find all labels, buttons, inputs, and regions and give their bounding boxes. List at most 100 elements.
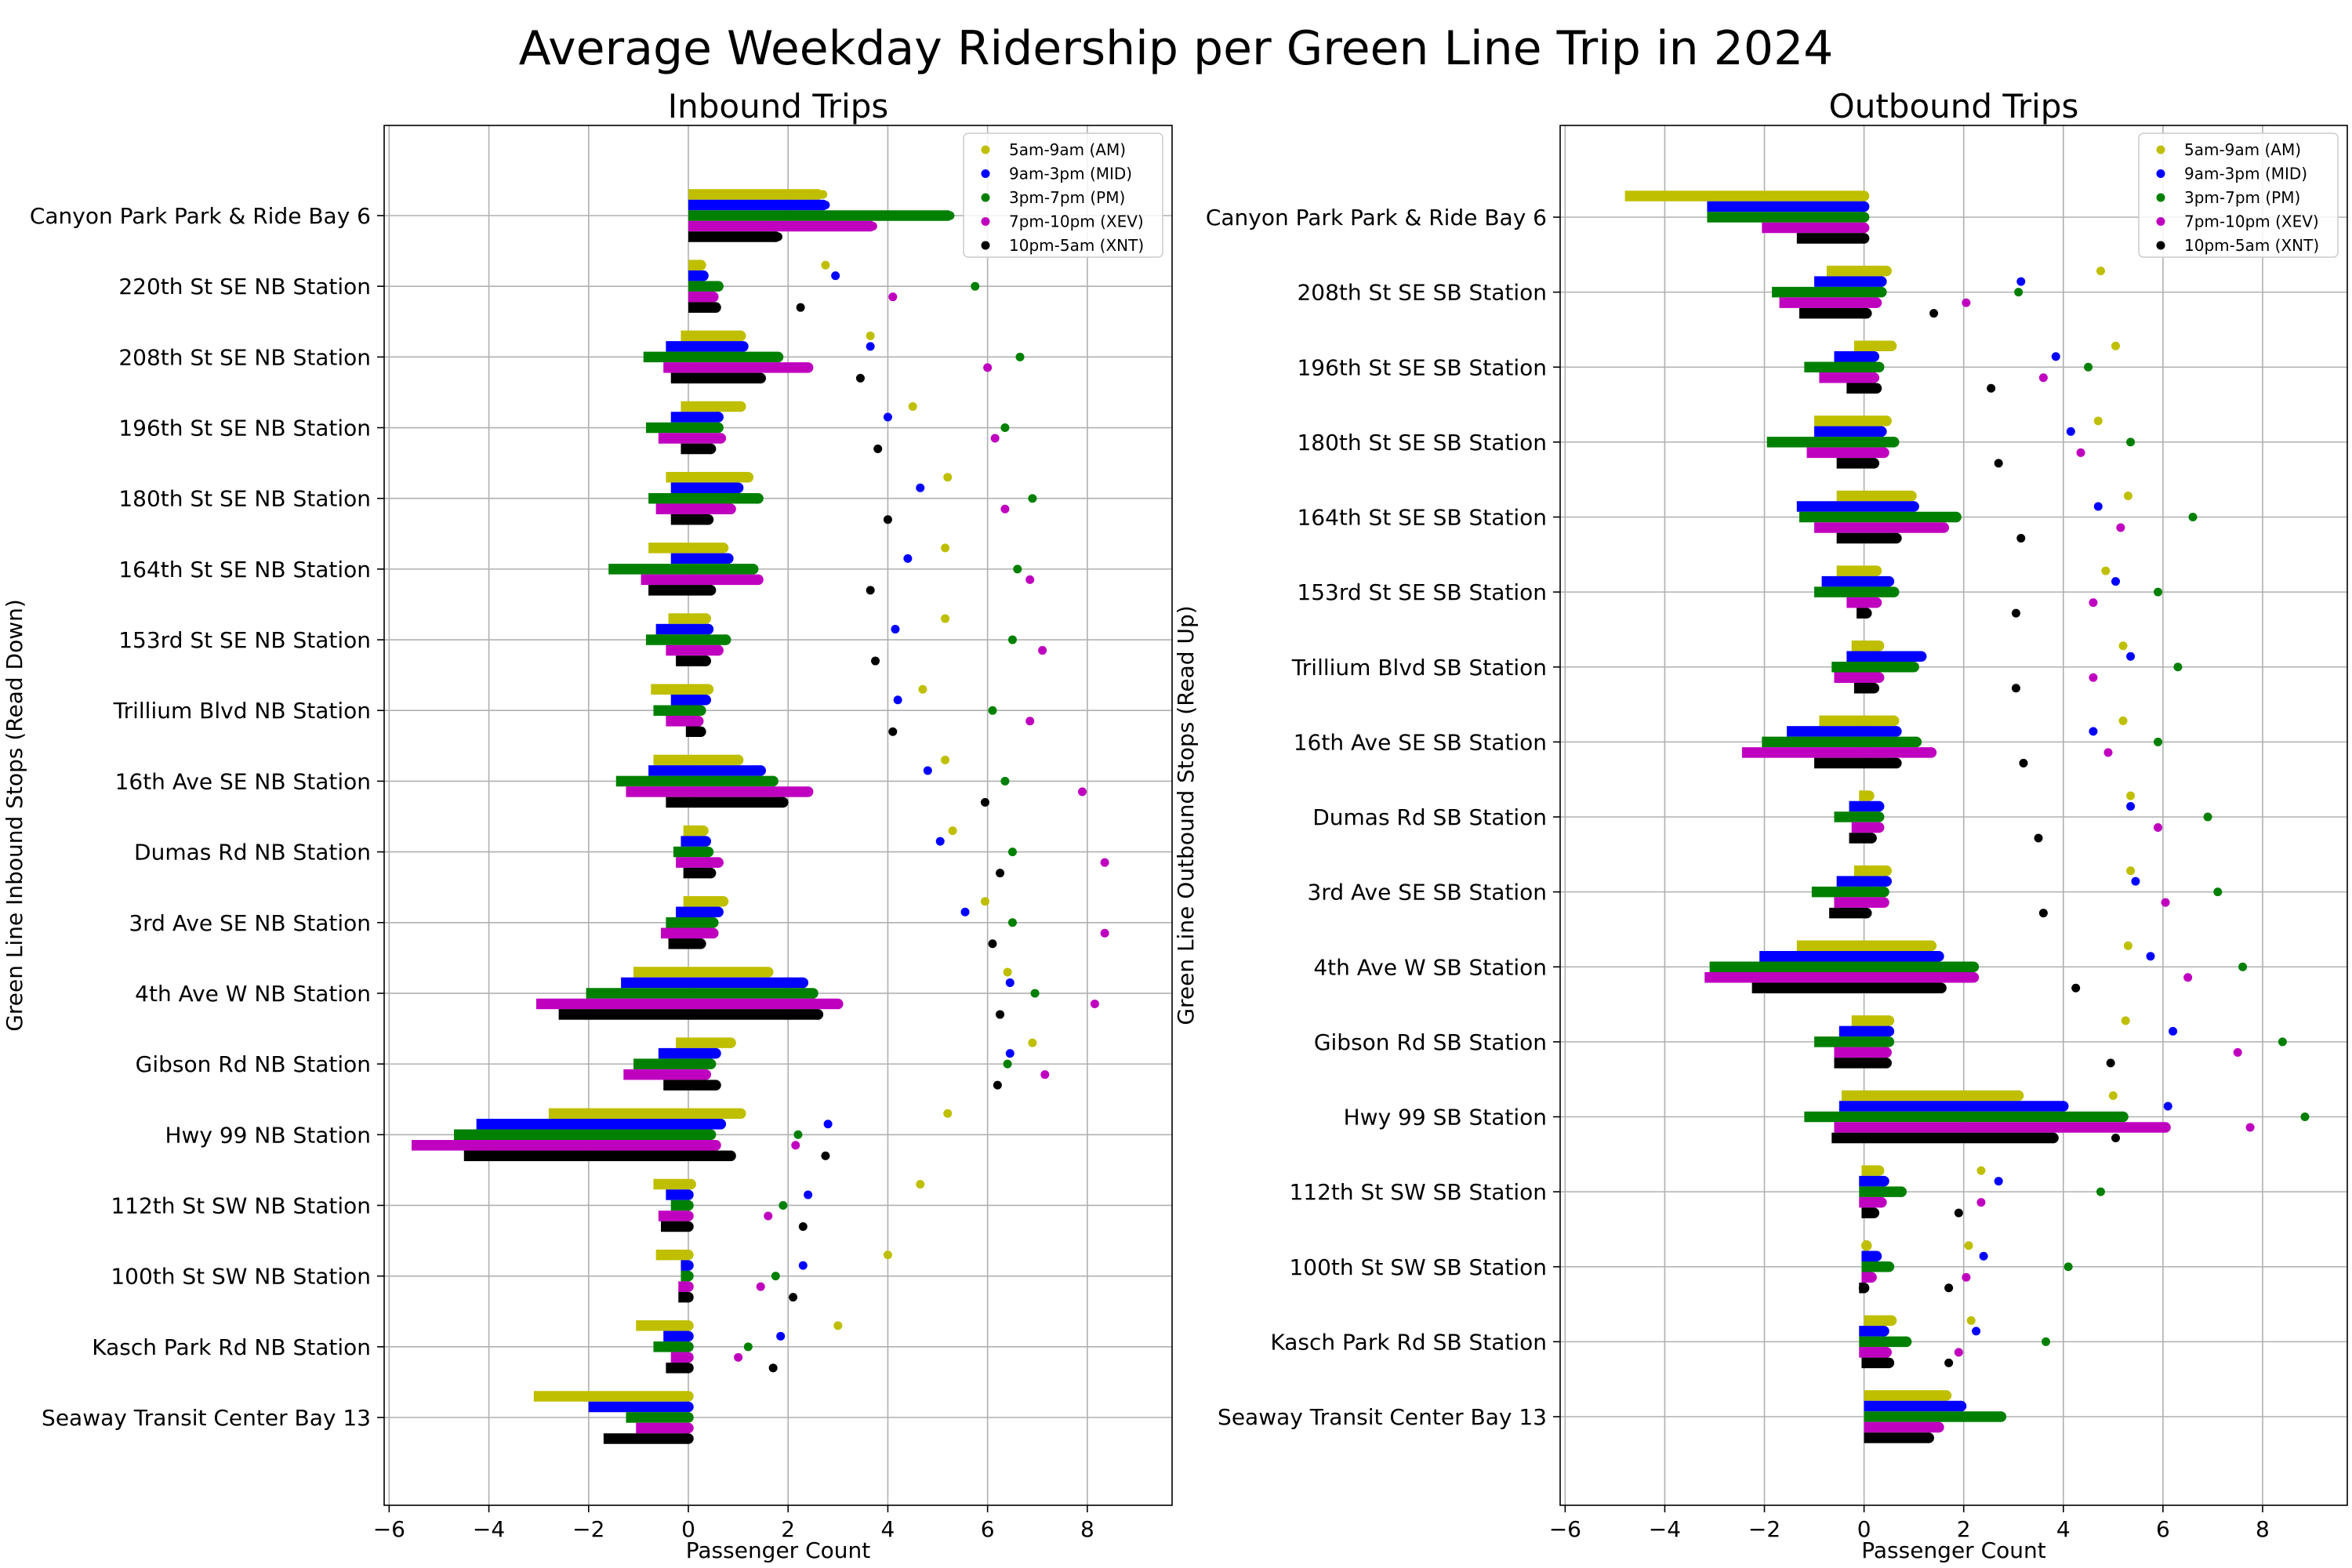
point-pm [2300, 1112, 2310, 1121]
bar-xev [658, 433, 721, 444]
bar-pm [586, 988, 814, 999]
legend-label: 10pm-5am (XNT) [1009, 236, 1144, 255]
legend-marker-pm [2156, 193, 2165, 202]
x-axis-label: Passenger Count [1861, 1537, 2046, 1563]
y-tick-label: 164th St SE NB Station [118, 557, 371, 583]
bar-end-xnt [702, 514, 714, 525]
point-pm [779, 1200, 788, 1210]
bar-end-am [1871, 565, 1882, 576]
point-am [1028, 1038, 1037, 1047]
point-pm [1013, 564, 1022, 574]
bar-mid [1838, 1101, 2063, 1112]
bar-end-xnt [725, 1150, 736, 1162]
point-pm [793, 1130, 803, 1139]
bar-end-mid [797, 977, 809, 989]
bar-xnt [558, 1009, 818, 1020]
point-xnt [871, 656, 880, 666]
legend-marker-am [981, 145, 990, 154]
bar-end-pm [768, 775, 779, 787]
bar-end-xnt [710, 302, 721, 313]
bar-end-mid [755, 765, 766, 776]
x-tick-label: 6 [981, 1516, 995, 1542]
y-tick-label: 180th St SE SB Station [1297, 430, 1547, 456]
point-mid [1005, 1049, 1014, 1058]
x-tick-label: 0 [1857, 1516, 1871, 1542]
bar-mid [666, 1189, 689, 1200]
x-tick-label: −6 [1549, 1516, 1581, 1542]
legend-marker-mid [2156, 169, 2165, 178]
point-xnt [798, 1221, 808, 1231]
y-tick-label: Hwy 99 SB Station [1344, 1105, 1547, 1131]
bar-end-xnt [778, 797, 789, 808]
point-xev [1100, 858, 1109, 867]
bar-end-mid [715, 1119, 727, 1130]
bar-mid [1759, 951, 1939, 962]
bar-end-mid [1876, 426, 1887, 437]
outbound-chart: −6 −4 −2 0 2 4 6 8 Canyon Park Park & Ride Bay 6… [1173, 87, 2348, 1563]
bar-end-xev [1878, 447, 1889, 459]
load-points [684, 190, 1109, 1443]
bar-end-mid [1878, 1326, 1889, 1337]
bar-mid [676, 906, 719, 918]
bar-end-xnt [1861, 608, 1872, 619]
y-tick-label: 220th St SE NB Station [118, 274, 371, 299]
point-xnt [2106, 1058, 2115, 1068]
point-xnt [2011, 684, 2020, 693]
point-mid [2093, 502, 2103, 511]
bar-am [648, 543, 724, 554]
legend-frame [2138, 132, 2339, 258]
y-tick-label: 196th St SE NB Station [118, 416, 371, 441]
y-axis-label: Green Line Inbound Stops (Read Down) [2, 599, 27, 1032]
point-xev [734, 1352, 743, 1362]
legend-label: 9am-3pm (MID) [1009, 165, 1132, 183]
point-xnt [684, 1434, 693, 1443]
bar-end-xev [802, 786, 814, 797]
bar-end-am [1888, 715, 1900, 727]
point-xnt [855, 373, 865, 383]
bar-pm [1766, 437, 1894, 448]
point-xev [2089, 598, 2098, 608]
bar-end-pm [1896, 1186, 1907, 1197]
legend-label: 3pm-7pm (PM) [2184, 188, 2300, 207]
y-tick-label: Kasch Park Rd SB Station [1270, 1329, 1547, 1355]
y-tick-label: 180th St SE NB Station [118, 486, 371, 512]
x-tick-label: 8 [2256, 1516, 2270, 1542]
point-pm [684, 1413, 693, 1422]
x-tick-label: 8 [1080, 1516, 1094, 1542]
bar-end-mid [1883, 575, 1895, 587]
bar-end-xev [692, 715, 704, 727]
bar-xev [1741, 747, 1932, 758]
point-mid [1957, 1402, 1966, 1410]
y-tick-label: Canyon Park Park & Ride Bay 6 [30, 203, 371, 229]
point-xev [1038, 646, 1047, 655]
bar-mid [1859, 1175, 1885, 1187]
bar-end-xnt [705, 867, 717, 879]
point-pm [1015, 352, 1025, 361]
point-am [1003, 967, 1012, 977]
bar-am [666, 471, 749, 483]
y-tick-label: Hwy 99 NB Station [165, 1122, 371, 1148]
point-am [883, 1250, 892, 1260]
bar-am [1819, 715, 1894, 727]
bar-end-mid [723, 553, 734, 564]
bar-am [683, 825, 704, 837]
point-pm [743, 1342, 753, 1352]
bar-end-mid [683, 1330, 694, 1342]
bar-end-mid [683, 1189, 694, 1200]
point-pm [946, 211, 955, 220]
bar-pm [1804, 361, 1879, 372]
bar-end-xev [1878, 897, 1889, 908]
bar-mid [1787, 726, 1896, 737]
bar-end-xnt [812, 1009, 824, 1020]
bar-mid [648, 765, 761, 776]
x-tick-label: 4 [881, 1516, 895, 1542]
point-xnt [996, 869, 1005, 878]
bar-end-pm [1908, 662, 1919, 673]
bar-xev [1859, 1196, 1882, 1208]
point-xev [1025, 575, 1035, 584]
point-pm [2278, 1037, 2287, 1047]
bar-end-am [1883, 1015, 1895, 1026]
point-am [2123, 941, 2132, 950]
bar-am [1826, 265, 1887, 277]
y-tick-label: 153rd St SE SB Station [1297, 579, 1547, 605]
